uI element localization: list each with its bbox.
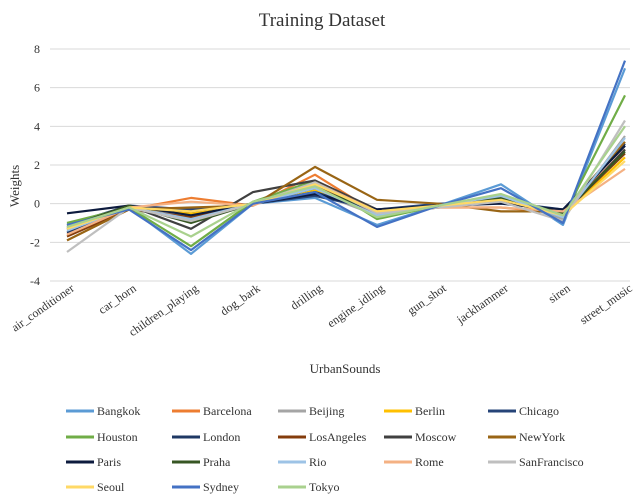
x-tick-label: dog_bark bbox=[218, 281, 263, 318]
legend-entry: Rome bbox=[415, 455, 444, 469]
legend-entry: LosAngeles bbox=[309, 430, 367, 444]
legend-entry: Praha bbox=[203, 455, 231, 469]
legend-entry: Moscow bbox=[415, 430, 457, 444]
legend-entry: Sydney bbox=[203, 480, 239, 494]
y-tick-label: 0 bbox=[34, 197, 40, 211]
y-tick-label: -4 bbox=[30, 274, 40, 288]
x-tick-label: street_music bbox=[577, 281, 635, 327]
series-line bbox=[66, 150, 626, 228]
y-tick-label: 2 bbox=[34, 158, 40, 172]
series-line bbox=[66, 125, 626, 238]
x-axis-label: UrbanSounds bbox=[310, 361, 381, 376]
legend: Bangkok Barcelona Beijing Berlin Chicago Hous… bbox=[66, 404, 584, 494]
legend-entry: Rio bbox=[309, 455, 326, 469]
legend-entry: SanFrancisco bbox=[519, 455, 584, 469]
series-lines bbox=[66, 60, 627, 255]
legend-entry: Houston bbox=[97, 430, 138, 444]
y-tick-label: -2 bbox=[30, 235, 40, 249]
legend-entry: Seoul bbox=[97, 480, 125, 494]
gridlines bbox=[50, 48, 630, 282]
y-tick-label: 8 bbox=[34, 42, 40, 56]
x-tick-label: air_conditioner bbox=[9, 281, 77, 335]
x-tick-label: siren bbox=[546, 281, 573, 306]
chart-title: Training Dataset bbox=[259, 10, 386, 31]
y-tick-label: 6 bbox=[34, 81, 40, 95]
series-line bbox=[66, 67, 627, 255]
y-axis-label: Weights bbox=[7, 165, 22, 207]
legend-entry: London bbox=[203, 430, 240, 444]
legend-entry: Beijing bbox=[309, 404, 344, 418]
legend-entry: Barcelona bbox=[203, 404, 252, 418]
x-tick-label: jackhammer bbox=[453, 281, 510, 327]
legend-entry: Tokyo bbox=[309, 480, 340, 494]
y-tick-labels: -4 -2 0 2 4 6 8 bbox=[30, 42, 40, 288]
series-line bbox=[66, 119, 626, 253]
series-line bbox=[66, 160, 626, 230]
series-line bbox=[66, 142, 626, 234]
x-tick-label: drilling bbox=[288, 281, 325, 313]
legend-entry: NewYork bbox=[519, 430, 565, 444]
legend-entry: Berlin bbox=[415, 404, 445, 418]
legend-entry: Bangkok bbox=[97, 404, 140, 418]
x-tick-label: children_playing bbox=[126, 281, 201, 339]
y-tick-label: 4 bbox=[34, 119, 40, 133]
x-tick-label: gun_shot bbox=[405, 281, 450, 318]
x-tick-label: car_horn bbox=[96, 281, 139, 317]
legend-entry: Paris bbox=[97, 455, 121, 469]
legend-entry: Chicago bbox=[519, 404, 559, 418]
series-line bbox=[66, 141, 626, 242]
x-tick-label: engine_idling bbox=[325, 281, 387, 330]
